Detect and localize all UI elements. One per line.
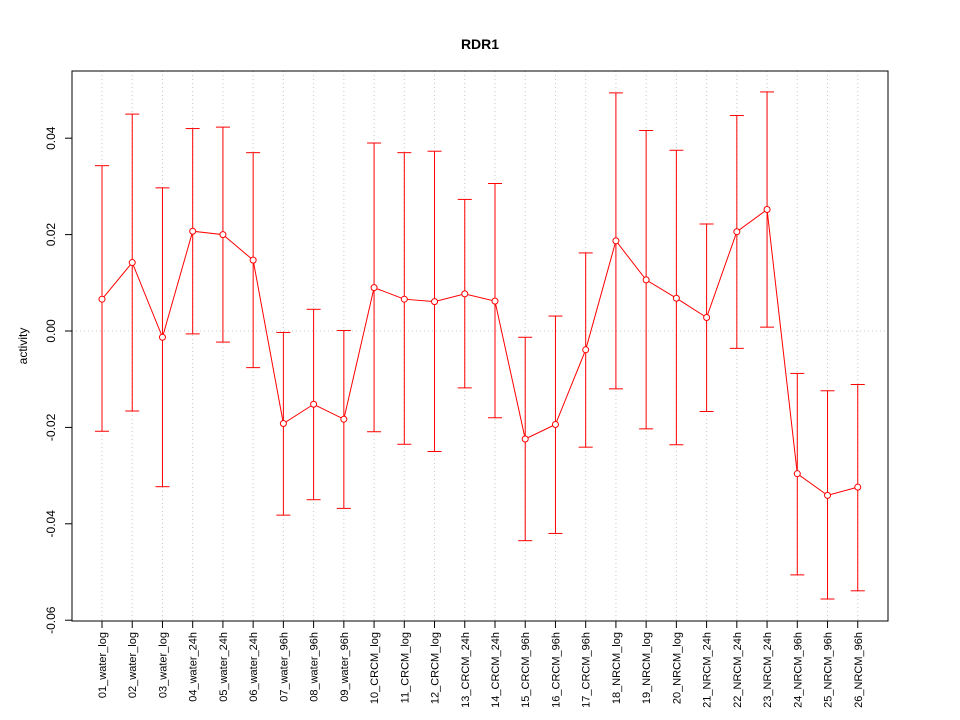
series-line xyxy=(101,208,858,496)
y-tick-label: -0.02 xyxy=(44,413,58,441)
y-tick-label: -0.04 xyxy=(44,510,58,538)
plot-frame xyxy=(71,70,889,622)
data-point xyxy=(612,237,620,245)
data-point xyxy=(521,435,529,443)
data-point xyxy=(461,290,469,298)
data-point xyxy=(582,346,590,354)
data-point xyxy=(400,295,408,303)
data-point xyxy=(763,206,771,214)
x-tick-label: 18_NRCM_log xyxy=(611,632,623,704)
data-point xyxy=(370,284,378,292)
x-tick-label: 13_CRCM_24h xyxy=(460,632,472,708)
x-tick-label: 12_CRCM_log xyxy=(430,632,442,704)
x-tick-label: 24_NRCM_96h xyxy=(792,632,804,708)
x-tick-label: 02_water_log xyxy=(127,632,139,698)
data-point xyxy=(310,400,318,408)
y-axis: -0.06 -0.04 -0.02 0.00 0.02 0.04 xyxy=(44,126,72,634)
data-point xyxy=(279,420,287,428)
data-point xyxy=(98,295,106,303)
x-tick-label: 11_CRCM_log xyxy=(399,632,411,703)
x-tick-label: 05_water_24h xyxy=(218,632,230,702)
x-axis: 01_water_log 02_water_log 03_water_log 04_w… xyxy=(97,621,865,708)
data-point xyxy=(158,333,166,341)
data-point xyxy=(189,227,197,235)
data-point xyxy=(249,256,257,264)
data-series xyxy=(98,206,862,499)
x-tick-label: 25_NRCM_96h xyxy=(823,632,835,708)
x-tick-label: 01_water_log xyxy=(97,632,109,698)
x-tick-label: 19_NRCM_log xyxy=(641,632,653,704)
x-tick-label: 15_CRCM_96h xyxy=(520,632,532,708)
data-point xyxy=(431,298,439,306)
y-tick-label: 0.02 xyxy=(44,223,58,247)
data-point xyxy=(219,231,227,239)
data-point xyxy=(642,276,650,284)
x-tick-label: 22_NRCM_24h xyxy=(732,632,744,708)
data-point xyxy=(733,228,741,236)
data-point xyxy=(672,294,680,302)
x-tick-label: 20_NRCM_log xyxy=(671,632,683,704)
chart-title: RDR1 xyxy=(461,36,499,52)
data-point xyxy=(793,470,801,478)
x-tick-label: 16_CRCM_96h xyxy=(550,632,562,708)
x-tick-label: 03_water_log xyxy=(157,632,169,698)
x-tick-label: 23_NRCM_24h xyxy=(762,632,774,708)
data-point xyxy=(491,297,499,305)
x-tick-label: 10_CRCM_log xyxy=(369,632,381,704)
x-tick-label: 17_CRCM_96h xyxy=(581,632,593,708)
y-tick-label: 0.04 xyxy=(44,126,58,150)
data-point xyxy=(551,421,559,429)
data-point xyxy=(703,314,711,322)
x-tick-label: 06_water_24h xyxy=(248,632,260,702)
error-bars xyxy=(95,91,865,600)
x-tick-label: 08_water_96h xyxy=(309,632,321,702)
x-tick-label: 21_NRCM_24h xyxy=(702,632,714,708)
data-point xyxy=(340,415,348,423)
x-tick-label: 14_CRCM_24h xyxy=(490,632,502,708)
data-point xyxy=(128,259,136,267)
y-tick-label: 0.00 xyxy=(44,319,58,343)
y-axis-label: activity xyxy=(16,328,30,365)
y-tick-label: -0.06 xyxy=(44,606,58,634)
data-point xyxy=(854,483,862,491)
grid-lines xyxy=(72,71,888,621)
x-tick-label: 04_water_24h xyxy=(188,632,200,702)
x-tick-label: 26_NRCM_96h xyxy=(853,632,865,708)
data-point xyxy=(824,491,832,499)
x-tick-label: 07_water_96h xyxy=(278,632,290,702)
x-tick-label: 09_water_96h xyxy=(339,632,351,702)
